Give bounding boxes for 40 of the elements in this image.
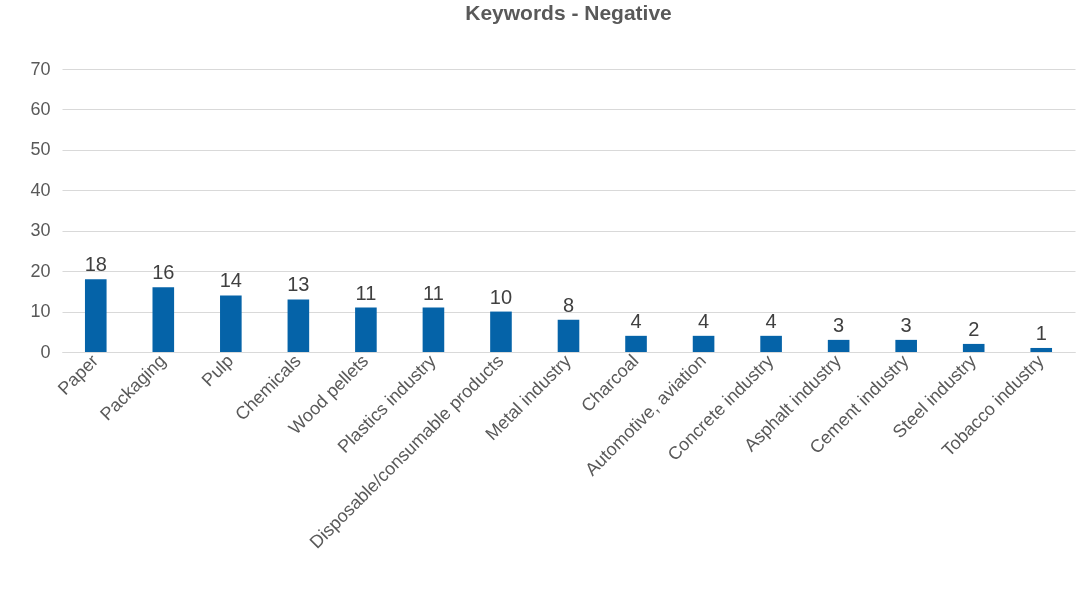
x-tick-label: Pulp: [197, 350, 238, 391]
data-label: 10: [489, 285, 513, 308]
data-label: 3: [833, 313, 845, 336]
data-label: 13: [287, 273, 310, 296]
data-label: 4: [630, 309, 642, 332]
data-label: 4: [765, 309, 777, 332]
bar: [490, 311, 512, 352]
y-tick-label: 70: [30, 58, 51, 79]
data-label: 4: [698, 309, 710, 332]
bar: [962, 343, 985, 352]
data-label: 3: [900, 313, 912, 336]
bar: [557, 319, 580, 352]
bar: [84, 279, 107, 352]
bar: [827, 339, 850, 352]
y-tick-label: 40: [30, 179, 51, 200]
bar: [422, 307, 445, 352]
data-label: 2: [968, 317, 980, 340]
bar: [355, 307, 377, 352]
y-tick-label: 0: [40, 341, 51, 362]
bar: [895, 339, 917, 352]
data-label: 16: [152, 261, 175, 284]
data-label: 8: [562, 293, 575, 316]
bar: [287, 299, 310, 352]
data-label: 1: [1035, 321, 1047, 344]
data-label: 11: [423, 281, 444, 304]
bar: [152, 287, 175, 352]
bar: [220, 295, 242, 352]
chart-title: Keywords - Negative: [465, 1, 672, 24]
y-tick-label: 30: [30, 220, 51, 241]
y-tick-label: 60: [30, 98, 51, 119]
bar: [1030, 347, 1053, 352]
bar: [692, 335, 715, 352]
bar: [625, 335, 647, 352]
y-tick-label: 10: [30, 301, 51, 322]
data-label: 14: [219, 269, 242, 292]
y-tick-label: 50: [30, 139, 51, 160]
bar: [760, 335, 782, 352]
data-label: 18: [84, 253, 107, 276]
data-label: 11: [355, 281, 377, 304]
y-tick-label: 20: [30, 260, 51, 281]
